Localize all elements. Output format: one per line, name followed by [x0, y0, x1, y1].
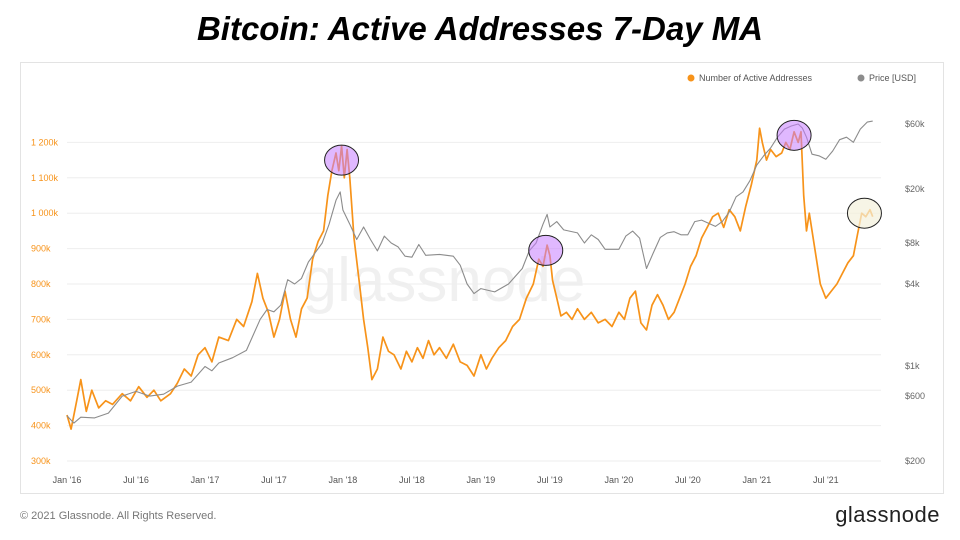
y-right-tick-label: $600	[905, 391, 925, 401]
highlight-circle	[528, 234, 564, 266]
x-tick-label: Jan '18	[329, 475, 358, 485]
y-right-tick-label: $8k	[905, 238, 920, 248]
y-right-tick-label: $1k	[905, 361, 920, 371]
legend-marker-price	[857, 74, 865, 82]
x-tick-label: Jul '17	[261, 475, 287, 485]
y-right-tick-label: $200	[905, 456, 925, 466]
x-tick-label: Jan '21	[742, 475, 771, 485]
x-tick-label: Jul '19	[537, 475, 563, 485]
x-tick-label: Jan '20	[604, 475, 633, 485]
y-left-tick-label: 900k	[31, 244, 51, 254]
x-tick-label: Jul '21	[813, 475, 839, 485]
x-tick-label: Jan '17	[191, 475, 220, 485]
y-left-tick-label: 600k	[31, 350, 51, 360]
y-left-tick-label: 800k	[31, 279, 51, 289]
legend-marker-active	[687, 74, 695, 82]
brand-logo-text: glassnode	[835, 502, 940, 527]
highlight-circle	[776, 119, 812, 151]
price-line	[66, 120, 873, 424]
y-left-tick-label: 500k	[31, 385, 51, 395]
y-left-tick-label: 1 000k	[31, 208, 59, 218]
y-left-tick-label: 700k	[31, 314, 51, 324]
y-right-tick-label: $60k	[905, 119, 925, 129]
x-tick-label: Jul '18	[399, 475, 425, 485]
x-tick-label: Jul '16	[123, 475, 149, 485]
y-left-tick-label: 1 100k	[31, 173, 59, 183]
y-right-tick-label: $4k	[905, 279, 920, 289]
x-tick-label: Jan '16	[53, 475, 82, 485]
x-tick-label: Jan '19	[467, 475, 496, 485]
y-left-tick-label: 400k	[31, 421, 51, 431]
y-left-tick-label: 300k	[31, 456, 51, 466]
y-right-tick-label: $20k	[905, 184, 925, 194]
highlight-circle	[324, 144, 360, 176]
legend-label-active: Number of Active Addresses	[699, 73, 813, 83]
highlight-circle	[846, 197, 882, 229]
y-left-tick-label: 1 200k	[31, 137, 59, 147]
chart-title: Bitcoin: Active Addresses 7-Day MA	[196, 10, 764, 47]
legend-label-price: Price [USD]	[869, 73, 916, 83]
x-tick-label: Jul '20	[675, 475, 701, 485]
copyright-text: © 2021 Glassnode. All Rights Reserved.	[20, 510, 217, 522]
chart-panel: glassnode 300k 400k 500k 600k 700k 800k 900k 1 0…	[20, 62, 944, 494]
